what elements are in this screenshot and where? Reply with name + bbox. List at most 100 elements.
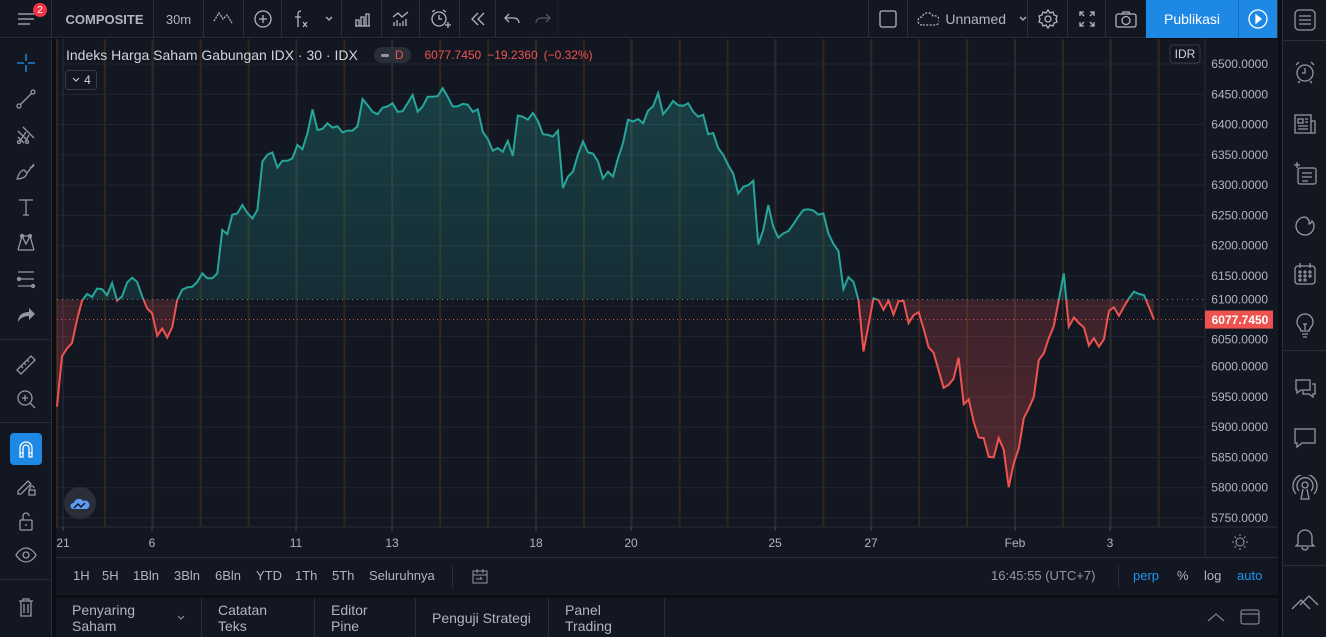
curved-arrow-icon: [18, 308, 35, 322]
price-tick-label: 5850.0000: [1211, 450, 1268, 464]
replay-button[interactable]: [460, 0, 496, 38]
right-sidebar: [1282, 0, 1326, 637]
chart-pane[interactable]: 6500.0000 6450.0000 6400.0000 6350.0000 6300…: [56, 39, 1278, 595]
indicators-dropdown[interactable]: [316, 0, 342, 38]
range-all[interactable]: Seluruhnya: [369, 568, 435, 583]
range-5th[interactable]: 5Th: [332, 568, 355, 583]
layout-name-button[interactable]: Unnamed: [908, 0, 1028, 38]
remove-drawings-button[interactable]: [8, 591, 44, 623]
price-tick-label: 6300.0000: [1211, 178, 1268, 192]
baseline-area-up: [82, 88, 1146, 300]
symbol-search-button[interactable]: COMPOSITE: [56, 0, 154, 38]
indicators-collapse-button[interactable]: 4: [65, 70, 97, 90]
trend-line-tool[interactable]: [8, 83, 44, 115]
chats-button[interactable]: [1289, 372, 1321, 404]
market-status-badge[interactable]: D: [373, 47, 411, 63]
top-toolbar: 2 COMPOSITE 30m Unnamed Publikasi: [0, 0, 1278, 38]
price-tick-label: 6050.0000: [1211, 333, 1268, 347]
chart-type-button[interactable]: [204, 0, 244, 38]
lock-drawings-in-place-toggle[interactable]: [8, 469, 44, 501]
tab-strategy-tester[interactable]: Penguji Strategi: [416, 598, 549, 637]
text-tool[interactable]: [8, 191, 44, 223]
prediction-tool[interactable]: [8, 263, 44, 295]
crosshair-tool[interactable]: [8, 47, 44, 79]
time-tick-label: 25: [768, 536, 782, 550]
notifications-button[interactable]: [1289, 522, 1321, 554]
magnet-mode-toggle[interactable]: [10, 433, 42, 465]
main-menu-button[interactable]: 2: [0, 0, 52, 38]
tab-text-notes[interactable]: Catatan Teks: [202, 598, 315, 637]
range-3bln[interactable]: 3Bln: [174, 568, 201, 583]
compare-button[interactable]: [244, 0, 282, 38]
range-1h[interactable]: 1H: [73, 568, 90, 583]
ideas-button[interactable]: [1289, 310, 1321, 342]
auto-scale-toggle[interactable]: auto: [1237, 568, 1263, 583]
streams-button[interactable]: [1289, 472, 1321, 504]
templates-button[interactable]: [342, 0, 382, 38]
calendar-icon: [1294, 263, 1316, 285]
notification-badge: 2: [33, 3, 47, 17]
cloud-logo-icon: [70, 498, 90, 509]
layout-select-button[interactable]: [868, 0, 908, 38]
adjust-perp-toggle[interactable]: perp: [1133, 568, 1160, 583]
undo-icon: [504, 13, 520, 24]
hide-drawings-toggle[interactable]: [8, 539, 44, 571]
drawing-toolbar: [0, 39, 52, 637]
arrow-tool[interactable]: [8, 299, 44, 331]
price-tick-label: 6000.0000: [1211, 360, 1268, 374]
indicators-button[interactable]: [282, 0, 316, 38]
price-tick-label: 6100.0000: [1211, 293, 1268, 307]
tab-trading-panel[interactable]: Panel Trading: [549, 598, 665, 637]
hotlists-button[interactable]: [1289, 210, 1321, 242]
range-5h[interactable]: 5H: [102, 568, 119, 583]
zoom-tool[interactable]: [8, 383, 44, 415]
news-button[interactable]: [1289, 108, 1321, 140]
brush-tool[interactable]: [8, 155, 44, 187]
chevron-down-icon: [177, 615, 185, 620]
xabcd-pattern-icon: [17, 233, 35, 251]
clock-timezone[interactable]: 16:45:55 (UTC+7): [991, 568, 1096, 583]
screenshot-button[interactable]: [1106, 0, 1146, 38]
collapse-sidebar-button[interactable]: [1289, 586, 1321, 618]
tab-pine-editor[interactable]: Editor Pine: [315, 598, 416, 637]
watchlist-button[interactable]: [1289, 4, 1321, 36]
last-price: 6077.7450: [424, 48, 482, 62]
fullscreen-button[interactable]: [1068, 0, 1106, 38]
tradingview-logo-button[interactable]: [64, 487, 96, 519]
undo-button[interactable]: [496, 0, 528, 38]
go-to-date-button[interactable]: [470, 566, 490, 589]
brightness-settings-icon[interactable]: [1232, 534, 1248, 550]
lock-all-drawings-toggle[interactable]: [8, 505, 44, 537]
toolbar-divider: [0, 422, 52, 423]
percent-scale-toggle[interactable]: %: [1177, 568, 1189, 583]
alarm-clock-icon: [1295, 61, 1315, 84]
log-scale-toggle[interactable]: log: [1204, 568, 1222, 583]
pattern-tool[interactable]: [8, 227, 44, 259]
forecast-icon: [16, 271, 36, 289]
publish-idea-button[interactable]: [1238, 0, 1278, 38]
tab-stock-screener[interactable]: Penyaring Saham: [56, 598, 202, 637]
calendar-button[interactable]: [1289, 258, 1321, 290]
currency-badge: [1169, 44, 1201, 64]
messages-button[interactable]: [1289, 422, 1321, 454]
range-1th[interactable]: 1Th: [295, 568, 318, 583]
range-6bln[interactable]: 6Bln: [215, 568, 242, 583]
object-tree-button[interactable]: [1289, 158, 1321, 190]
redo-button[interactable]: [528, 0, 558, 38]
time-tick-label: 11: [290, 536, 303, 550]
price-chart[interactable]: 6500.0000 6450.0000 6400.0000 6350.0000 6300…: [56, 39, 1278, 557]
layout-name: Unnamed: [945, 11, 1007, 27]
replay-indicator-button[interactable]: [382, 0, 420, 38]
maximize-panel-button[interactable]: [1240, 608, 1260, 629]
expand-panel-button[interactable]: [1206, 610, 1226, 627]
bar-chart-icon: [354, 13, 370, 27]
settings-button[interactable]: [1028, 0, 1068, 38]
range-1bln[interactable]: 1Bln: [133, 568, 160, 583]
publish-button[interactable]: Publikasi: [1146, 0, 1238, 38]
measure-tool[interactable]: [8, 349, 44, 381]
fib-tool[interactable]: [8, 119, 44, 151]
interval-button[interactable]: 30m: [154, 0, 204, 38]
alert-button[interactable]: [420, 0, 460, 38]
alerts-button[interactable]: [1289, 56, 1321, 88]
range-ytd[interactable]: YTD: [256, 568, 282, 583]
